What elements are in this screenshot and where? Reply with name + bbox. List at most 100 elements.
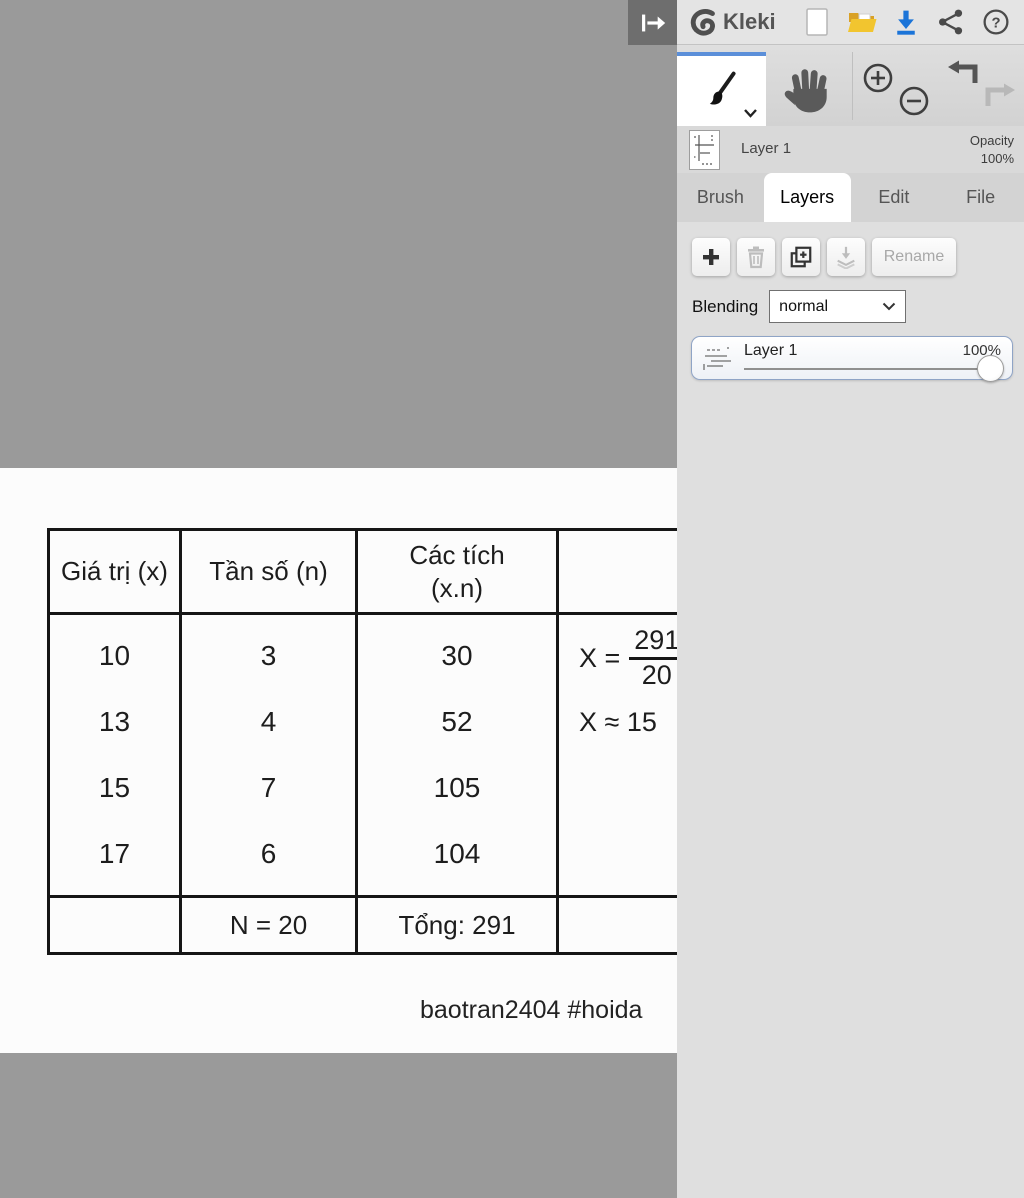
n-value: 6	[260, 838, 277, 869]
undo-button[interactable]	[945, 59, 983, 93]
delete-layer-button[interactable]	[737, 238, 775, 276]
layer-thumbnail	[701, 344, 735, 374]
table-footer-empty	[50, 895, 179, 952]
tab-brush[interactable]: Brush	[696, 187, 744, 207]
chevron-down-icon	[882, 302, 896, 311]
table-header-cell: Giá trị (x)	[50, 531, 179, 612]
mean-approx: X ≈ 15	[579, 707, 657, 738]
layer-actions: Rename	[692, 238, 956, 276]
download-icon	[897, 10, 916, 35]
redo-button[interactable]	[980, 82, 1018, 116]
new-image-button[interactable]	[801, 5, 833, 39]
collapse-sidebar-button[interactable]	[628, 0, 677, 45]
canvas-image[interactable]: Giá trị (x) Tần số (n) Các tích (x.n) 10…	[0, 468, 678, 1053]
watermark-caption: baotran2404 #hoida	[420, 996, 643, 1024]
app-header: Kleki	[677, 0, 1024, 45]
n-total: N = 20	[229, 909, 308, 940]
tab-edit[interactable]: Edit	[878, 187, 910, 207]
tab-file[interactable]: File	[966, 187, 996, 207]
paintbrush-icon	[709, 71, 736, 105]
question-icon: ?	[983, 9, 1009, 35]
brand[interactable]: Kleki	[677, 7, 789, 37]
opacity-readout: Opacity 100%	[970, 132, 1014, 167]
add-layer-button[interactable]	[692, 238, 730, 276]
opacity-slider-track[interactable]	[744, 368, 998, 370]
layer-thumbnail-sketch	[694, 135, 714, 165]
layers-panel: Rename Blending normal	[677, 222, 1024, 1198]
xn-value: 30	[441, 640, 473, 671]
x-value: 10	[98, 640, 131, 671]
zoom-out-icon	[899, 86, 929, 116]
header-cac-tich: Các tích (x.n)	[409, 540, 505, 603]
brand-name: Kleki	[723, 9, 776, 34]
formula-lhs: X =	[579, 642, 621, 673]
download-button[interactable]	[890, 5, 922, 39]
table-footer-n: N = 20	[179, 895, 355, 952]
tab-layers[interactable]: Layers	[763, 173, 851, 222]
merge-down-icon	[837, 246, 855, 269]
layer-thumbnail-sketch	[703, 347, 731, 370]
opacity-value: 100%	[980, 150, 1014, 166]
duplicate-icon	[790, 246, 812, 268]
chevron-down-icon	[744, 109, 757, 118]
xn-value: 104	[433, 838, 481, 869]
mean-fraction: X = 291 20	[579, 625, 678, 691]
hand-tool-button[interactable]	[773, 60, 843, 116]
zoom-out-button[interactable]	[896, 83, 932, 119]
opacity-label: Opacity	[969, 133, 1014, 148]
merge-layer-button[interactable]	[827, 238, 865, 276]
sum-total: Tổng: 291	[398, 909, 516, 940]
brush-tool-button[interactable]	[677, 52, 766, 126]
blending-row: Blending normal	[692, 290, 907, 323]
rename-layer-button[interactable]: Rename	[872, 238, 956, 276]
header-actions: ?	[789, 5, 1024, 39]
blending-select[interactable]: normal	[769, 290, 907, 323]
blank-page-icon	[806, 8, 829, 36]
zoom-in-button[interactable]	[860, 60, 896, 96]
mean-formula-cell: X = 291 20 X ≈ 15	[556, 612, 678, 895]
share-button[interactable]	[935, 5, 967, 39]
n-value: 4	[260, 706, 277, 737]
sidebar: Kleki	[677, 0, 1024, 1198]
xn-value: 52	[441, 706, 473, 737]
undo-icon	[948, 60, 978, 83]
table-col-n-values: 3 4 7 6	[179, 612, 355, 895]
trash-icon	[748, 246, 764, 269]
blending-label: Blending	[692, 296, 759, 316]
active-layer-preview: Layer 1 Opacity 100%	[677, 126, 1024, 173]
n-value: 3	[260, 640, 277, 671]
folder-icon	[847, 13, 877, 32]
tool-row	[677, 46, 1024, 126]
table-header-cell: Tần số (n)	[179, 531, 355, 612]
share-icon	[939, 9, 963, 35]
blending-selected-value: normal	[779, 297, 829, 315]
toolbar-divider	[852, 52, 853, 120]
zoom-in-icon	[863, 63, 893, 93]
xn-value: 105	[433, 772, 481, 803]
header-tan-so: Tần số (n)	[209, 556, 328, 587]
statistics-table: Giá trị (x) Tần số (n) Các tích (x.n) 10…	[47, 528, 678, 955]
table-col-xn-values: 30 52 105 104	[355, 612, 556, 895]
svg-text:?: ?	[991, 15, 1000, 31]
layer-opacity-value: 100%	[962, 342, 1001, 359]
x-value: 13	[98, 706, 131, 737]
x-value: 17	[98, 838, 131, 869]
plus-icon	[703, 249, 719, 265]
layer-list-item[interactable]: Layer 1 100%	[691, 336, 1013, 382]
open-file-button[interactable]	[846, 5, 878, 39]
table-footer-empty	[556, 895, 678, 952]
help-button[interactable]: ?	[980, 5, 1012, 39]
n-value: 7	[260, 772, 277, 803]
table-header-cell-empty	[556, 531, 678, 612]
duplicate-layer-button[interactable]	[782, 238, 820, 276]
layer-thumbnail	[689, 130, 720, 170]
active-layer-name: Layer 1	[741, 140, 792, 157]
table-col-x-values: 10 13 15 17	[50, 612, 179, 895]
opacity-slider-knob[interactable]	[977, 355, 1004, 382]
hand-icon	[784, 69, 827, 113]
fraction: 291 20	[629, 625, 678, 691]
kleki-logo-icon	[690, 9, 715, 36]
x-value: 15	[98, 772, 131, 803]
header-gia-tri: Giá trị (x)	[61, 556, 168, 587]
